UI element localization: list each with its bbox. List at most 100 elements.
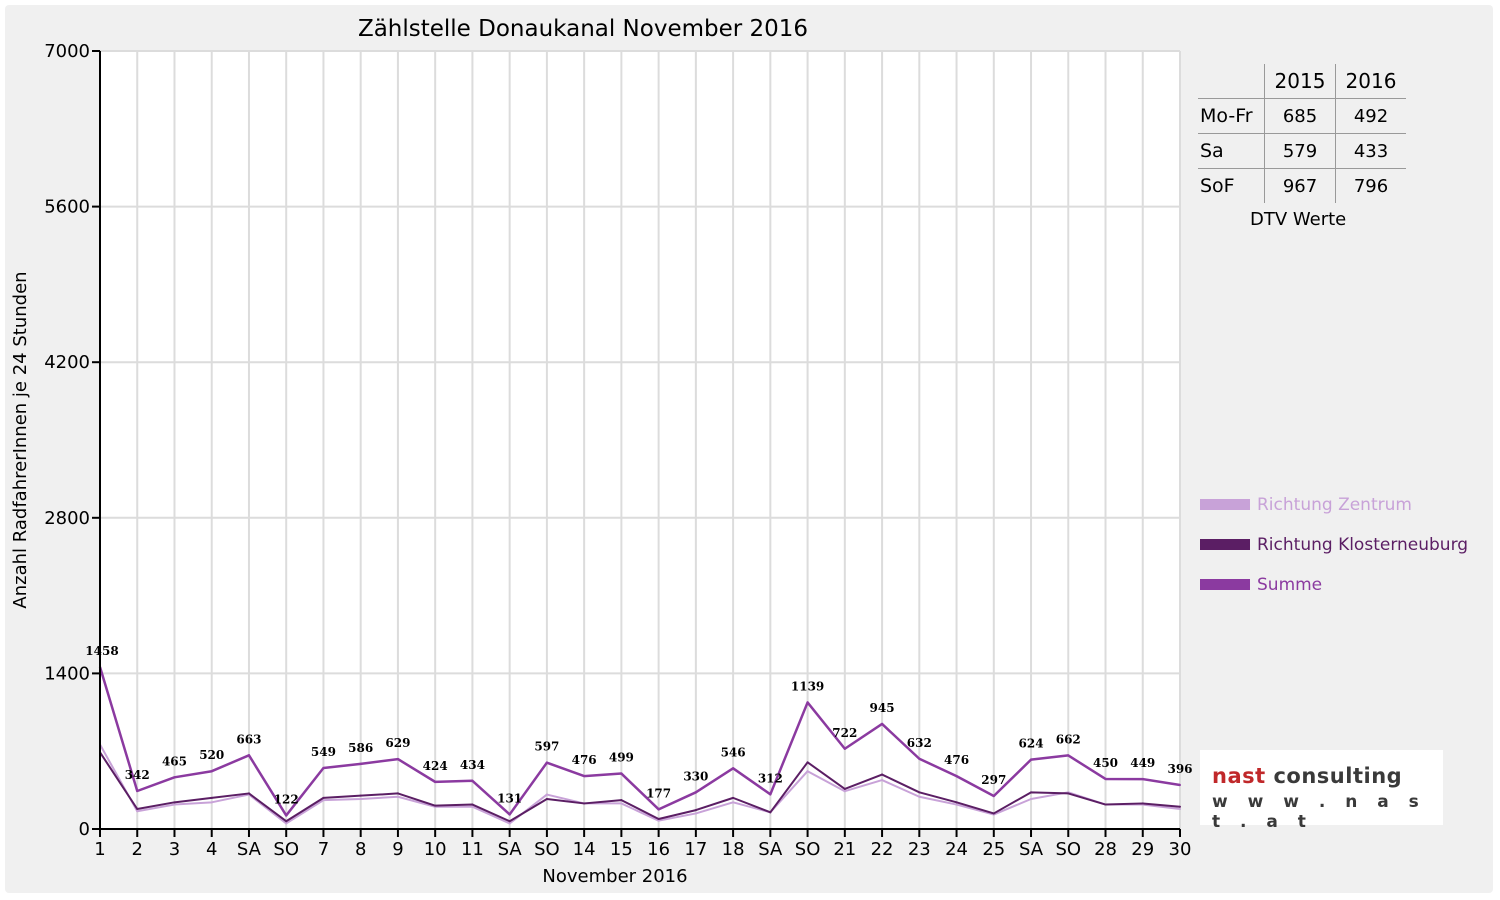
logo-wordmark: nast consulting	[1212, 764, 1402, 788]
dtv-header-blank	[1198, 64, 1265, 99]
dtv-row-label: Mo-Fr	[1198, 98, 1265, 134]
series-point	[694, 812, 697, 815]
x-tick-label: 23	[908, 839, 931, 860]
series-point	[1030, 758, 1033, 761]
data-label: 476	[944, 753, 969, 767]
series-point	[955, 775, 958, 778]
series-point	[1104, 777, 1107, 780]
data-label: 663	[236, 732, 261, 746]
series-point	[918, 757, 921, 760]
x-tick-label: SA	[498, 839, 523, 860]
data-label: 424	[423, 759, 448, 773]
series-point	[694, 809, 697, 812]
legend-swatch	[1200, 499, 1250, 510]
dtv-row-label: Sa	[1198, 133, 1265, 169]
x-tick-label: 29	[1131, 839, 1154, 860]
x-tick-label: SA	[758, 839, 783, 860]
series-point	[545, 797, 548, 800]
dtv-cell-2016: 433	[1353, 140, 1389, 162]
y-tick-label: 7000	[44, 41, 90, 62]
series-point	[396, 792, 399, 795]
x-tick-label: SO	[534, 839, 560, 860]
dtv-header-row: 2015 2016	[1198, 64, 1406, 99]
data-label: 330	[683, 769, 708, 783]
series-point	[1141, 778, 1144, 781]
data-label: 629	[385, 736, 410, 750]
series-point	[285, 822, 288, 825]
plot-area	[100, 51, 1180, 829]
x-tick-label: 15	[610, 839, 633, 860]
dtv-row-label: SoF	[1198, 168, 1265, 203]
series-point	[1179, 805, 1181, 808]
series-point	[806, 761, 809, 764]
series-point	[173, 801, 176, 804]
series-point	[322, 799, 325, 802]
chart-title: Zählstelle Donaukanal November 2016	[358, 16, 808, 42]
data-label: 476	[572, 753, 597, 767]
series-point	[247, 792, 250, 795]
data-label: 122	[274, 792, 299, 806]
x-tick-label: 3	[169, 839, 180, 860]
data-label: 465	[162, 754, 187, 768]
x-tick-label: SO	[273, 839, 299, 860]
x-axis-title: November 2016	[542, 866, 687, 887]
series-point	[583, 775, 586, 778]
series-layer	[98, 665, 1181, 825]
dtv-cell-2015: 579	[1264, 133, 1336, 169]
dtv-caption: DTV Werte	[1250, 209, 1347, 230]
data-label: 546	[721, 745, 746, 759]
data-label: 662	[1056, 732, 1081, 746]
series-point	[1067, 792, 1070, 795]
x-tick-label: 24	[945, 839, 968, 860]
dtv-row-mofr: Mo-Fr 685 492	[1198, 98, 1406, 134]
legend: Richtung Zentrum Richtung Klosterneuburg S…	[1200, 495, 1468, 595]
series-point	[843, 747, 846, 750]
y-tick-label: 4200	[44, 352, 90, 373]
series-point	[657, 819, 660, 822]
data-label: 499	[609, 751, 634, 765]
x-tick-label: 18	[722, 839, 745, 860]
series-point	[881, 779, 884, 782]
x-tick-label: 9	[392, 839, 403, 860]
series-point	[471, 805, 474, 808]
data-label: 434	[460, 758, 485, 772]
x-tick-label: 14	[573, 839, 596, 860]
x-tick-label: 16	[647, 839, 670, 860]
x-tick-label: 4	[206, 839, 217, 860]
series-point	[285, 820, 288, 823]
dtv-cell-2015: 967	[1264, 168, 1336, 203]
x-tick-label: 10	[424, 839, 447, 860]
series-point	[471, 779, 474, 782]
series-point	[732, 801, 735, 804]
dtv-table: 2015 2016 Mo-Fr 685 492 Sa 579 433 SoF 9…	[1198, 64, 1406, 203]
dtv-row-sa: Sa 579 433	[1198, 133, 1406, 169]
series-point	[545, 793, 548, 796]
series-point	[545, 761, 548, 764]
series-point	[434, 804, 437, 807]
series-point	[620, 802, 623, 805]
data-label: 131	[497, 791, 522, 805]
data-label: 450	[1093, 756, 1118, 770]
series-point	[508, 822, 511, 825]
data-label: 312	[758, 771, 783, 785]
legend-label: Summe	[1257, 575, 1322, 595]
y-tick-label: 5600	[44, 197, 90, 218]
x-tick-label: 28	[1094, 839, 1117, 860]
series-point	[806, 770, 809, 773]
series-point	[359, 762, 362, 765]
series-point	[955, 801, 958, 804]
data-label: 520	[199, 748, 224, 762]
data-label: 722	[832, 726, 857, 740]
legend-swatch	[1200, 539, 1250, 550]
series-point	[508, 813, 511, 816]
x-tick-label: SA	[237, 839, 262, 860]
logo-url: w w w . n a s t . a t	[1212, 792, 1426, 832]
series-point	[620, 772, 623, 775]
series-point	[173, 803, 176, 806]
data-labels: 1458 342 465 520 663 122 549 586 629 424 434 131 597…	[85, 644, 1192, 806]
series-point	[247, 754, 250, 757]
dtv-cell-2015: 685	[1264, 98, 1336, 134]
series-point	[881, 773, 884, 776]
legend-label: Richtung Klosterneuburg	[1257, 535, 1468, 555]
dtv-cell-2016: 796	[1353, 175, 1389, 197]
